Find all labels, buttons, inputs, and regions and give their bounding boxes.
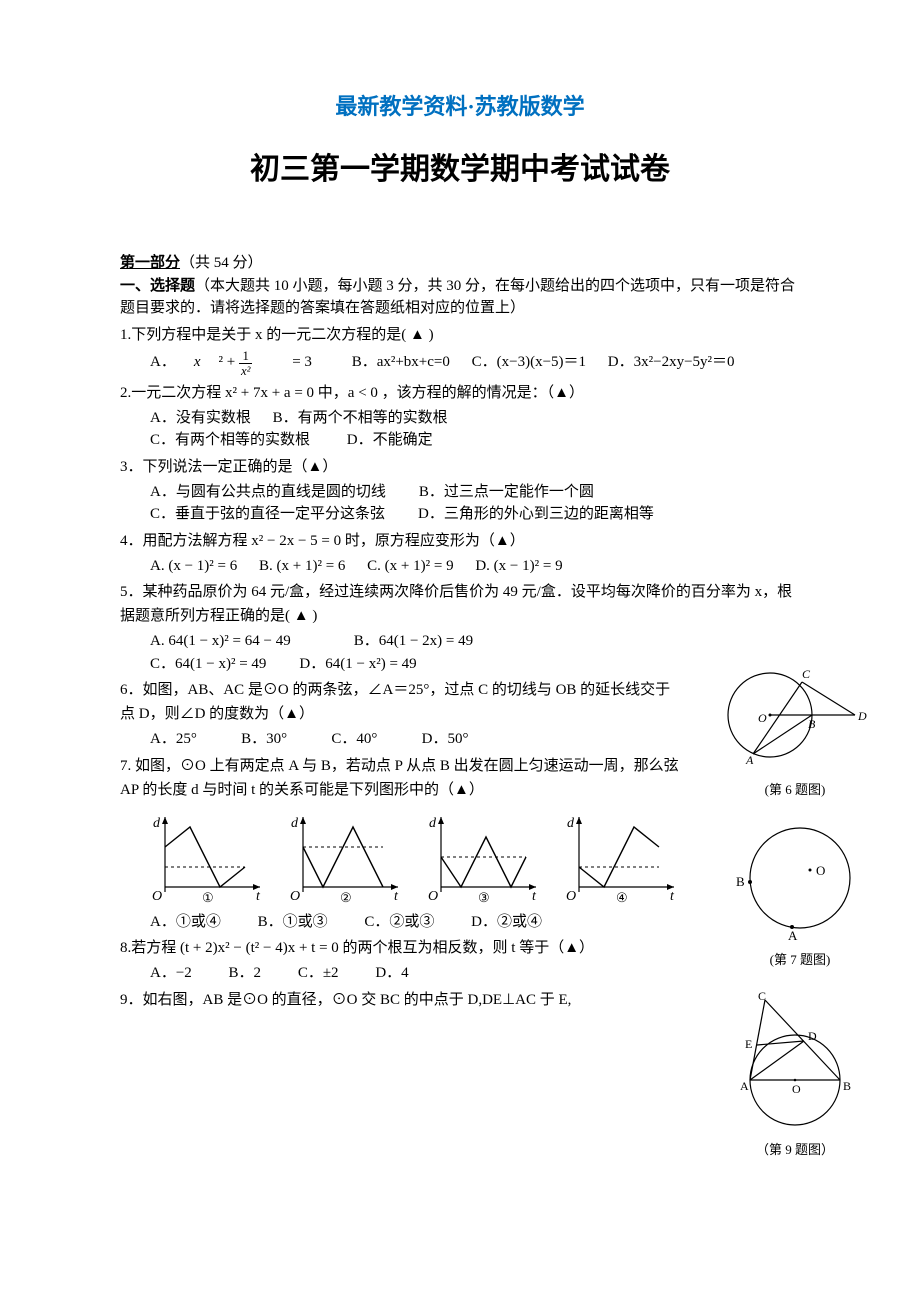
q3-opt-b: B．过三点一定能作一个圆 (419, 484, 594, 500)
q4-opt-c: C. (x + 1)² = 9 (367, 558, 453, 574)
q2-opt-d: D．不能确定 (347, 432, 433, 448)
svg-text:③: ③ (478, 890, 490, 905)
svg-text:O: O (816, 863, 825, 878)
q7-graph-1: d t O ① (150, 812, 270, 907)
svg-text:O: O (290, 889, 300, 904)
question-8: 8.若方程 (t + 2)x² − (t² − 4)x + t = 0 的两个根… (120, 936, 680, 960)
q8-opt-b: B．2 (229, 965, 262, 981)
q7-graph-2: d t O ② (288, 812, 408, 907)
svg-text:O: O (758, 711, 767, 725)
svg-text:D: D (857, 709, 867, 723)
question-8-options: A．−2 B．2 C．±2 D．4 (120, 962, 800, 985)
q7-graph-3: d t O ③ (426, 812, 546, 907)
svg-text:O: O (566, 889, 576, 904)
question-3-options: A．与圆有公共点的直线是圆的切线 B．过三点一定能作一个圆 C．垂直于弦的直径一… (120, 481, 800, 526)
svg-text:d: d (291, 816, 299, 831)
q1-opt-a: A．x² + 1x² = 3 (150, 354, 330, 370)
q7-opt-a: A．①或④ (150, 914, 221, 930)
q5-opt-a: A. 64(1 − x)² = 64 − 49 (150, 633, 291, 649)
svg-text:O: O (428, 889, 438, 904)
q4-opt-d: D. (x − 1)² = 9 (475, 558, 562, 574)
question-1: 1.下列方程中是关于 x 的一元二次方程的是( ▲ ) (120, 323, 800, 347)
svg-text:④: ④ (616, 890, 628, 905)
q6-opt-b: B．30° (241, 731, 287, 747)
svg-text:B: B (808, 717, 816, 731)
question-2-options: A．没有实数根 B．有两个不相等的实数根 C．有两个相等的实数根 D．不能确定 (120, 407, 800, 452)
question-5-options: A. 64(1 − x)² = 64 − 49 B．64(1 − 2x) = 4… (120, 630, 800, 675)
figure-q7-label: (第 7 题图) (730, 950, 870, 970)
q4-opt-b: B. (x + 1)² = 6 (259, 558, 345, 574)
section1-desc: （本大题共 10 小题，每小题 3 分，共 30 分，在每小题给出的四个选项中，… (120, 278, 795, 317)
svg-text:B: B (843, 1079, 851, 1093)
svg-text:A: A (740, 1079, 749, 1093)
q7-graphs-row: d t O ① d t O ② d t (150, 812, 800, 907)
svg-text:t: t (394, 889, 399, 904)
q7-graph-4: d t O ④ (564, 812, 684, 907)
svg-text:D: D (808, 1029, 817, 1043)
figure-q9: A B O C D E （第 9 题图） (720, 990, 870, 1159)
svg-text:t: t (256, 889, 261, 904)
svg-text:O: O (152, 889, 162, 904)
q3-opt-d: D．三角形的外心到三边的距离相等 (418, 506, 654, 522)
question-7: 7. 如图，⊙O 上有两定点 A 与 B，若动点 P 从点 B 出发在圆上匀速运… (120, 754, 680, 802)
q5-opt-d: D．64(1 − x²) = 49 (299, 656, 416, 672)
q1-opt-d: D．3x²−2xy−5y²＝0 (608, 354, 735, 370)
svg-text:d: d (567, 816, 575, 831)
svg-text:A: A (788, 928, 798, 940)
q8-opt-a: A．−2 (150, 965, 192, 981)
figure-q7: O A B (第 7 题图) (730, 820, 870, 969)
svg-text:t: t (532, 889, 537, 904)
svg-text:①: ① (202, 890, 214, 905)
q2-opt-a: A．没有实数根 (150, 410, 251, 426)
question-6: 6．如图，AB、AC 是⊙O 的两条弦，∠A＝25°，过点 C 的切线与 OB … (120, 678, 680, 726)
svg-text:②: ② (340, 890, 352, 905)
question-5: 5．某种药品原价为 64 元/盒，经过连续两次降价后售价为 49 元/盒．设平均… (120, 580, 800, 628)
q7-opt-c: C．②或③ (364, 914, 434, 930)
q3-opt-a: A．与圆有公共点的直线是圆的切线 (150, 484, 386, 500)
q5-opt-c: C．64(1 − x)² = 49 (150, 656, 266, 672)
question-4: 4．用配方法解方程 x² − 2x − 5 = 0 时，原方程应变形为（▲） (120, 529, 800, 553)
svg-text:d: d (429, 816, 437, 831)
q8-opt-c: C．±2 (298, 965, 339, 981)
q6-opt-a: A．25° (150, 731, 197, 747)
part1-score: （共 54 分） (180, 255, 263, 271)
q7-opt-d: D．②或④ (471, 914, 542, 930)
header-subtitle: 最新教学资料·苏教版数学 (120, 90, 800, 123)
part1-header: 第一部分（共 54 分） (120, 252, 800, 275)
svg-text:C: C (758, 990, 766, 1003)
question-2: 2.一元二次方程 x² + 7x + a = 0 中，a < 0 ，该方程的解的… (120, 381, 800, 405)
q1-opt-c: C．(x−3)(x−5)＝1 (472, 354, 586, 370)
question-6-options: A．25° B．30° C．40° D．50° (120, 728, 800, 751)
question-1-options: A．x² + 1x² = 3 B．ax²+bx+c=0 C．(x−3)(x−5)… (120, 349, 800, 378)
svg-text:t: t (670, 889, 675, 904)
q8-opt-d: D．4 (375, 965, 408, 981)
section1-title: 一、选择题 (120, 278, 195, 294)
q4-opt-a: A. (x − 1)² = 6 (150, 558, 237, 574)
q5-opt-b: B．64(1 − 2x) = 49 (354, 633, 473, 649)
question-7-options: A．①或④ B．①或③ C．②或③ D．②或④ (120, 911, 800, 934)
q2-opt-b: B．有两个不相等的实数根 (273, 410, 448, 426)
q7-opt-b: B．①或③ (258, 914, 328, 930)
svg-text:C: C (802, 667, 811, 681)
question-4-options: A. (x − 1)² = 6 B. (x + 1)² = 6 C. (x + … (120, 555, 800, 578)
q6-opt-c: C．40° (331, 731, 377, 747)
page-title: 初三第一学期数学期中考试试卷 (120, 147, 800, 192)
svg-text:O: O (792, 1082, 801, 1096)
part1-label: 第一部分 (120, 255, 180, 271)
figure-q6-label: (第 6 题图) (720, 780, 870, 800)
question-3: 3．下列说法一定正确的是（▲） (120, 455, 800, 479)
q2-opt-c: C．有两个相等的实数根 (150, 432, 310, 448)
svg-text:A: A (745, 753, 754, 767)
section1-intro: 一、选择题（本大题共 10 小题，每小题 3 分，共 30 分，在每小题给出的四… (120, 275, 800, 320)
q6-opt-d: D．50° (422, 731, 469, 747)
question-9: 9．如右图，AB 是⊙O 的直径，⊙O 交 BC 的中点于 D,DE⊥AC 于 … (120, 988, 680, 1012)
figure-q9-label: （第 9 题图） (720, 1140, 870, 1160)
svg-text:B: B (736, 874, 745, 889)
figure-q6: O B D C A (第 6 题图) (720, 660, 870, 799)
svg-text:E: E (745, 1037, 752, 1051)
svg-text:d: d (153, 816, 161, 831)
q1-opt-b: B．ax²+bx+c=0 (352, 354, 450, 370)
q3-opt-c: C．垂直于弦的直径一定平分这条弦 (150, 506, 385, 522)
